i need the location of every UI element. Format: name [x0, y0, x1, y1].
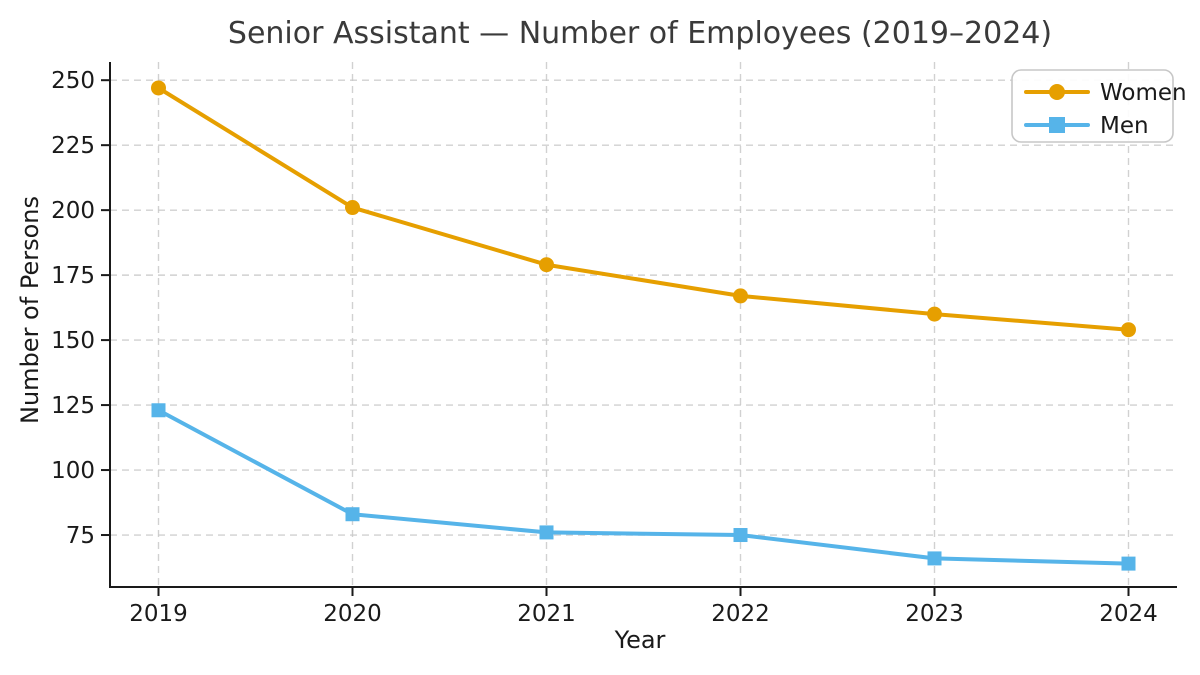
y-axis-label: Number of Persons — [16, 196, 44, 424]
marker-men-2022 — [733, 528, 748, 543]
marker-men-2020 — [345, 507, 360, 522]
legend-marker-men — [1049, 117, 1065, 133]
x-axis-label: Year — [614, 626, 666, 654]
legend-label-women: Women — [1100, 80, 1187, 106]
x-tick-label-2021: 2021 — [517, 601, 576, 627]
y-tick-label-125: 125 — [51, 393, 95, 419]
x-tick-label-2024: 2024 — [1099, 601, 1158, 627]
marker-women-2021 — [539, 257, 554, 273]
x-tick-label-2023: 2023 — [905, 601, 964, 627]
marker-men-2024 — [1121, 556, 1136, 571]
marker-women-2020 — [345, 200, 360, 216]
y-tick-label-100: 100 — [51, 458, 95, 484]
y-tick-label-250: 250 — [51, 68, 95, 94]
x-tick-label-2019: 2019 — [129, 601, 188, 627]
x-tick-label-2022: 2022 — [711, 601, 770, 627]
y-tick-label-175: 175 — [51, 263, 95, 289]
marker-women-2022 — [733, 288, 748, 304]
marker-women-2019 — [151, 80, 166, 96]
y-tick-label-150: 150 — [51, 328, 95, 354]
y-tick-label-75: 75 — [66, 523, 95, 549]
series-line-women — [156, 85, 1131, 332]
marker-women-2023 — [927, 306, 942, 322]
chart-title: Senior Assistant — Number of Employees (… — [227, 16, 1053, 51]
legend-marker-women — [1049, 84, 1065, 100]
marker-men-2019 — [151, 403, 166, 418]
marker-men-2021 — [539, 525, 554, 540]
y-tick-label-200: 200 — [51, 198, 95, 224]
x-tick-label-2020: 2020 — [323, 601, 382, 627]
series-line-men — [156, 408, 1131, 566]
marker-women-2024 — [1121, 322, 1136, 338]
legend-label-men: Men — [1100, 113, 1149, 139]
marker-men-2023 — [927, 551, 942, 566]
y-tick-label-225: 225 — [51, 133, 95, 159]
